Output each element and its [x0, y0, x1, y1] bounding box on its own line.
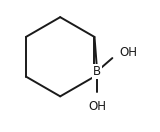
- Text: OH: OH: [120, 46, 138, 59]
- Text: B: B: [93, 65, 101, 78]
- Text: OH: OH: [88, 100, 106, 113]
